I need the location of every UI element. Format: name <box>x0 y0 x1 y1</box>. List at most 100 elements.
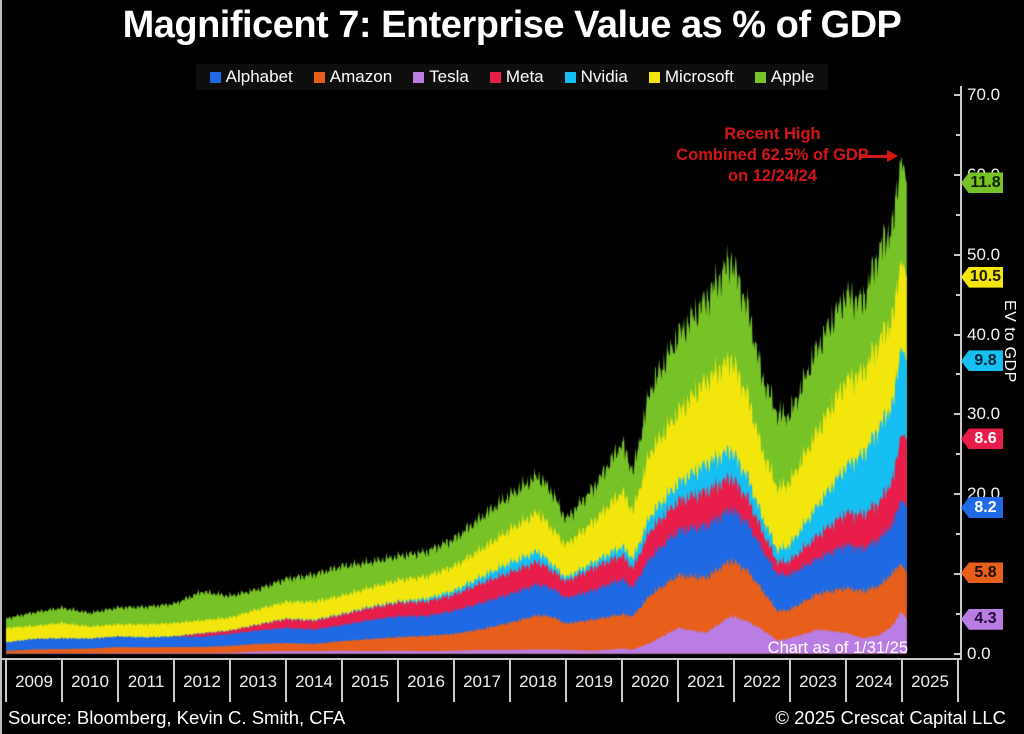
y-tick <box>956 213 961 216</box>
legend-label: Microsoft <box>664 67 734 86</box>
legend-swatch-tesla <box>413 71 425 83</box>
x-tick <box>509 660 511 702</box>
x-year-label-2025: 2025 <box>911 672 949 691</box>
x-year-label-2010: 2010 <box>71 672 109 691</box>
x-year-label-2017: 2017 <box>463 672 501 691</box>
x-year-label-2015: 2015 <box>351 672 389 691</box>
x-tick <box>229 660 231 702</box>
x-tick <box>61 660 63 702</box>
legend-label: Nvidia <box>580 67 628 86</box>
value-badge-microsoft: 10.5 <box>961 266 1003 288</box>
x-tick <box>733 660 735 702</box>
legend-item-tesla: Tesla <box>413 67 469 87</box>
x-tick <box>565 660 567 702</box>
legend-swatch-amazon <box>313 71 325 83</box>
y-tick <box>954 572 961 575</box>
value-badge-alphabet: 8.2 <box>961 497 1003 519</box>
recent-high-annotation: Recent High Combined 62.5% of GDP on 12/… <box>650 124 895 187</box>
x-tick <box>845 660 847 702</box>
y-tick <box>954 253 961 256</box>
x-axis-line <box>2 658 960 660</box>
legend-swatch-apple <box>754 71 766 83</box>
value-badge-meta: 8.6 <box>961 428 1003 450</box>
y-tick <box>954 94 961 97</box>
legend-item-apple: Apple <box>754 67 815 87</box>
legend-item-amazon: Amazon <box>313 67 393 87</box>
legend-swatch-microsoft <box>648 71 660 83</box>
y-tick <box>954 413 961 416</box>
legend-label: Amazon <box>329 67 393 86</box>
value-badge-nvidia: 9.8 <box>961 350 1003 372</box>
x-year-label-2022: 2022 <box>743 672 781 691</box>
x-tick <box>285 660 287 702</box>
annotation-line-2: Combined 62.5% of GDP <box>676 146 869 164</box>
footer-source: Source: Bloomberg, Kevin C. Smith, CFA <box>8 707 346 728</box>
x-tick <box>173 660 175 702</box>
arrow-head <box>887 150 898 162</box>
y-axis-title: EV to GDP <box>1001 300 1018 383</box>
y-tick <box>954 652 961 655</box>
y-tick <box>956 612 961 615</box>
annotation-line-3: on 12/24/24 <box>728 167 817 185</box>
x-year-label-2020: 2020 <box>631 672 669 691</box>
footer-copyright: © 2025 Crescat Capital LLC <box>775 707 1006 728</box>
y-tick <box>956 134 961 137</box>
legend-item-nvidia: Nvidia <box>564 67 628 87</box>
x-tick <box>677 660 679 702</box>
x-year-label-2023: 2023 <box>799 672 837 691</box>
legend-wrap: Alphabet Amazon Tesla Meta Nvidia Microsoft Ap… <box>0 64 1024 90</box>
y-tick-label: 30.0 <box>967 404 1001 424</box>
x-tick <box>789 660 791 702</box>
x-year-label-2012: 2012 <box>183 672 221 691</box>
y-tick-label: 0.0 <box>967 643 991 663</box>
x-year-label-2009: 2009 <box>15 672 53 691</box>
x-tick <box>5 660 7 702</box>
y-tick <box>954 493 961 495</box>
x-year-label-2011: 2011 <box>127 672 165 691</box>
legend-item-alphabet: Alphabet <box>209 67 293 87</box>
page-title: Magnificent 7: Enterprise Value as % of … <box>122 4 902 46</box>
annotation-arrow-icon <box>861 150 898 162</box>
y-axis-line <box>960 86 962 660</box>
legend-label: Apple <box>770 67 815 86</box>
x-tick <box>453 660 455 702</box>
x-tick <box>957 660 959 702</box>
value-badge-amazon: 5.8 <box>961 562 1003 584</box>
legend-item-microsoft: Microsoft <box>648 67 734 87</box>
y-tick <box>956 532 961 535</box>
chart-as-of-note: Chart as of 1/31/25 <box>767 639 908 657</box>
legend-swatch-meta <box>489 71 501 83</box>
legend-item-meta: Meta <box>489 67 544 87</box>
x-tick <box>621 660 623 702</box>
legend-swatch-nvidia <box>564 71 576 83</box>
x-year-label-2019: 2019 <box>575 672 613 691</box>
arrow-shaft <box>861 154 888 158</box>
legend-label: Tesla <box>429 67 469 86</box>
y-tick <box>954 333 961 336</box>
x-tick <box>341 660 343 702</box>
value-badge-apple: 11.8 <box>961 172 1003 194</box>
x-year-label-2024: 2024 <box>855 672 893 691</box>
window-edge <box>0 0 2 734</box>
x-year-label-2021: 2021 <box>687 672 725 691</box>
y-tick <box>954 174 961 176</box>
value-badge-tesla: 4.3 <box>961 608 1003 630</box>
x-tick <box>901 660 903 702</box>
x-year-label-2018: 2018 <box>519 672 557 691</box>
y-tick <box>956 293 961 296</box>
x-year-label-2014: 2014 <box>295 672 333 691</box>
legend-label: Meta <box>505 67 544 86</box>
x-tick <box>397 660 399 702</box>
x-year-label-2016: 2016 <box>407 672 445 691</box>
chart-legend: Alphabet Amazon Tesla Meta Nvidia Microsoft Ap… <box>195 64 829 90</box>
legend-swatch-alphabet <box>209 71 221 83</box>
y-tick <box>956 373 961 376</box>
y-tick-label: 50.0 <box>967 244 1001 264</box>
x-tick <box>117 660 119 702</box>
annotation-line-1: Recent High <box>724 125 821 143</box>
y-tick-label: 40.0 <box>967 324 1001 344</box>
legend-label: Alphabet <box>225 67 293 86</box>
y-tick <box>956 453 961 456</box>
